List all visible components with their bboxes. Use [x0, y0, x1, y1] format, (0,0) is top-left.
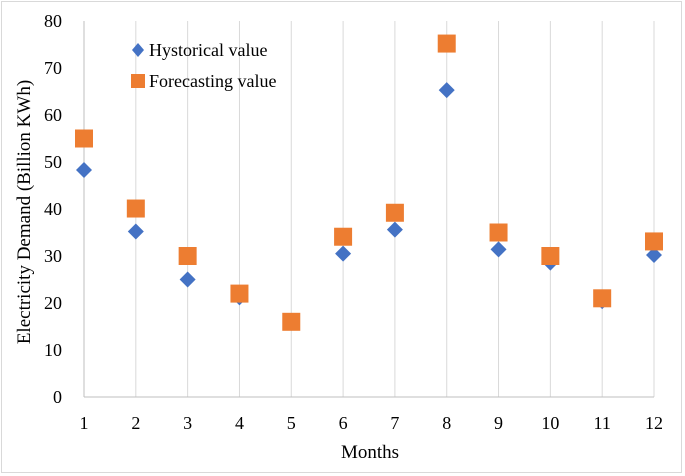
historical-point-7	[386, 221, 403, 238]
legend-item-historical: Hystorical value	[132, 40, 267, 60]
historical-point-8	[438, 82, 455, 99]
x-tick-label-9: 9	[494, 413, 503, 433]
x-tick-label-12: 12	[645, 413, 663, 433]
series-forecast	[75, 34, 663, 331]
historical-point-6	[335, 245, 352, 262]
y-tick-label-50: 50	[44, 152, 62, 172]
x-tick-label-8: 8	[442, 413, 451, 433]
legend-item-forecast: Forecasting value	[131, 71, 276, 91]
legend: Hystorical value Forecasting value	[131, 40, 276, 91]
y-tick-label-70: 70	[44, 58, 62, 78]
forecast-point-4	[230, 284, 249, 303]
x-tick-label-5: 5	[287, 413, 296, 433]
forecast-point-3	[178, 247, 197, 265]
forecast-point-6	[334, 227, 353, 246]
x-tick-label-3: 3	[183, 413, 192, 433]
y-tick-label-0: 0	[53, 387, 62, 407]
x-tick-label-10: 10	[541, 413, 559, 433]
forecast-point-8	[437, 34, 456, 53]
forecast-point-10	[541, 247, 560, 265]
historical-point-12	[646, 247, 662, 264]
forecast-point-1	[75, 129, 93, 148]
y-tick-label-40: 40	[44, 199, 62, 219]
historical-point-1	[76, 161, 92, 178]
legend-label-forecast: Forecasting value	[149, 71, 276, 91]
y-axis-title: Electricity Demand (Billion KWh)	[14, 80, 35, 344]
legend-label-historical: Hystorical value	[149, 40, 267, 60]
axes	[83, 21, 654, 398]
y-tick-label-30: 30	[44, 246, 62, 266]
data-points	[75, 34, 663, 331]
y-tick-label-60: 60	[44, 105, 62, 125]
forecast-point-2	[126, 199, 145, 218]
x-axis-title: Months	[341, 442, 399, 463]
forecast-point-5	[282, 312, 301, 331]
historical-point-2	[127, 223, 144, 240]
x-tick-label-1: 1	[80, 413, 89, 433]
legend-marker-square	[131, 74, 145, 88]
x-tick-label-7: 7	[390, 413, 399, 433]
series-historical	[76, 82, 662, 331]
x-tick-label-2: 2	[131, 413, 140, 433]
y-tick-label-80: 80	[44, 11, 62, 31]
legend-marker-diamond	[132, 43, 144, 57]
forecast-point-7	[385, 203, 404, 222]
x-tick-label-4: 4	[235, 413, 244, 433]
y-tick-label-10: 10	[44, 340, 62, 360]
forecast-point-12	[645, 232, 663, 251]
x-tick-label-6: 6	[339, 413, 348, 433]
forecast-point-9	[489, 223, 508, 242]
historical-point-3	[179, 271, 196, 288]
x-tick-label-11: 11	[594, 413, 611, 433]
historical-point-9	[490, 241, 507, 258]
forecast-point-11	[593, 289, 612, 308]
y-tick-label-20: 20	[44, 293, 62, 313]
